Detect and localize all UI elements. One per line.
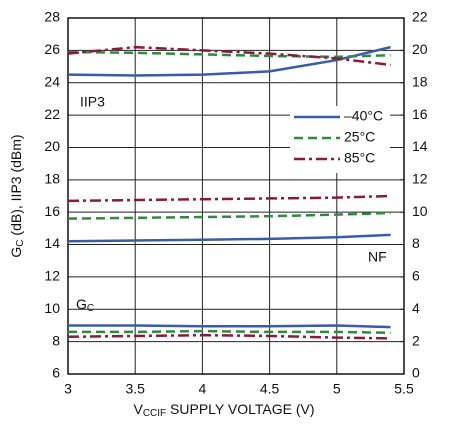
y-label-main: G <box>8 247 24 258</box>
y-label-sub: C <box>15 239 26 246</box>
y2-tick-label: 4 <box>412 300 420 316</box>
annotation: NF <box>368 249 387 265</box>
x-tick-label: 4 <box>199 381 207 397</box>
y-tick-label: 28 <box>44 9 60 25</box>
y-tick-label: 20 <box>44 138 60 154</box>
series-line <box>67 50 391 59</box>
y-tick-label: 10 <box>44 300 60 316</box>
y-tick-label: 6 <box>52 365 60 381</box>
x-tick-label: 3.5 <box>125 381 145 397</box>
y-tick-label: 18 <box>44 171 60 187</box>
series-line <box>67 333 391 340</box>
y-tick-label: 14 <box>44 235 60 251</box>
y2-tick-label: 22 <box>412 9 428 25</box>
legend-label: –40°C <box>344 108 383 124</box>
x-label-rest: SUPPLY VOLTAGE (V) <box>166 401 314 417</box>
y-tick-label: 22 <box>44 106 60 122</box>
series-line <box>68 324 391 329</box>
y2-tick-label: 14 <box>412 138 428 154</box>
y-tick-label: 8 <box>52 332 60 348</box>
legend-label: 85°C <box>344 150 375 166</box>
y2-tick-label: 18 <box>412 73 428 89</box>
series-line <box>68 329 391 334</box>
x-tick-label: 3 <box>64 381 72 397</box>
annotation: GC <box>76 296 94 314</box>
plot-frame <box>67 17 405 375</box>
y2-tick-label: 20 <box>412 41 428 57</box>
y2-tick-label: 8 <box>412 235 420 251</box>
series-line <box>67 233 391 243</box>
y2-tick-label: 10 <box>412 203 428 219</box>
x-label-main: V <box>133 401 143 417</box>
legend-label: 25°C <box>344 129 375 145</box>
x-tick-label: 5.5 <box>394 381 414 397</box>
annotation-main: G <box>76 296 87 312</box>
y-tick-label: 24 <box>44 73 60 89</box>
y-axis-label: GC (dB), IIP3 (dBm) <box>8 134 26 257</box>
annotation-sub: C <box>87 303 94 314</box>
y-tick-label: 12 <box>44 268 60 284</box>
y-label-rest: (dB), IIP3 (dBm) <box>8 134 24 239</box>
series-line <box>67 211 391 220</box>
y-tick-label: 26 <box>44 41 60 57</box>
x-label-sub: CCIF <box>143 408 166 419</box>
y2-tick-label: 2 <box>412 332 420 348</box>
x-axis-label: VCCIF SUPPLY VOLTAGE (V) <box>133 401 314 419</box>
y2-tick-label: 0 <box>412 365 420 381</box>
series-line <box>67 194 391 203</box>
y2-tick-label: 16 <box>412 106 428 122</box>
annotation: IIP3 <box>80 94 105 110</box>
y2-tick-label: 12 <box>412 171 428 187</box>
series-line <box>67 45 391 77</box>
y-tick-label: 16 <box>44 203 60 219</box>
y2-tick-label: 6 <box>412 268 420 284</box>
x-tick-label: 5 <box>333 381 341 397</box>
x-tick-label: 4.5 <box>260 381 280 397</box>
